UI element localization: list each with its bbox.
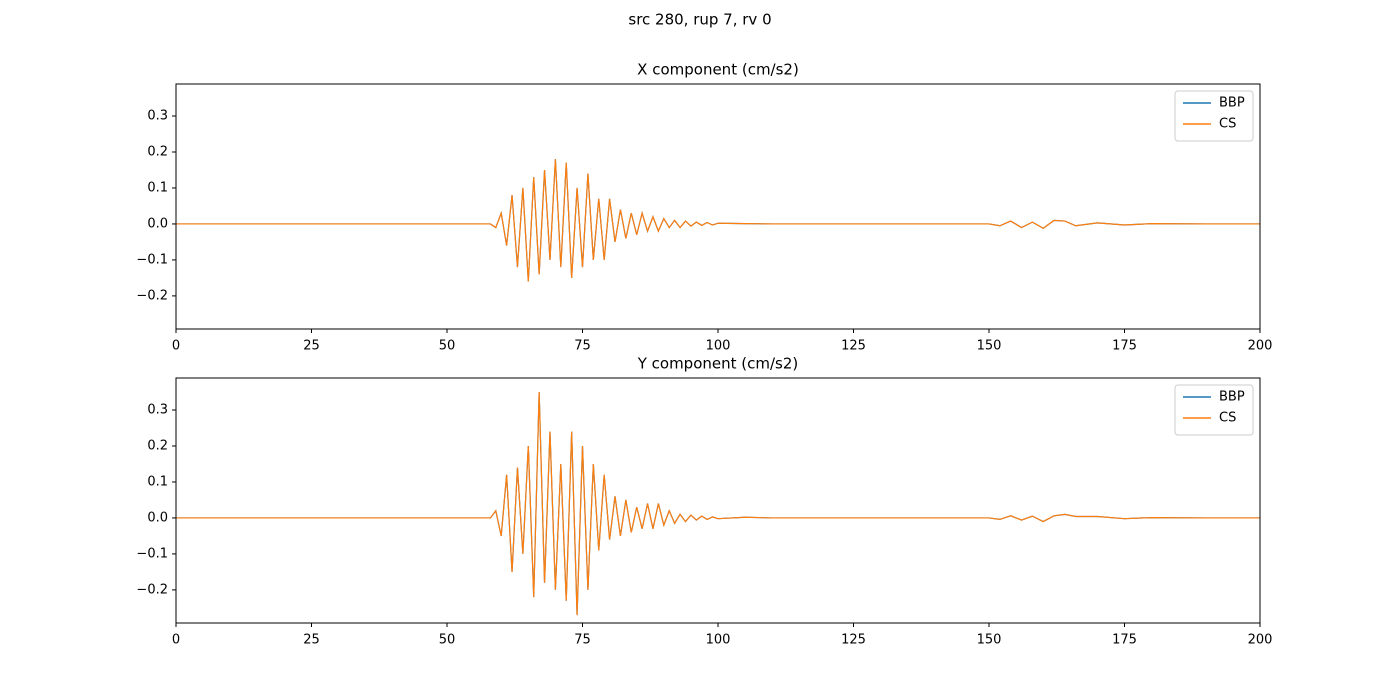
plot-area	[176, 159, 1260, 282]
x-tick-label: 175	[1112, 339, 1137, 354]
series-line	[176, 392, 1260, 616]
x-tick-label: 150	[977, 633, 1002, 648]
x-tick-label: 75	[574, 339, 591, 354]
axes-title: X component (cm/s2)	[637, 61, 799, 79]
y-tick-label: 0.2	[147, 438, 168, 453]
series-line	[176, 159, 1260, 282]
x-tick-label: 50	[439, 633, 456, 648]
y-tick-label: 0.3	[147, 109, 168, 124]
x-tick-label: 25	[303, 633, 320, 648]
x-tick-label: 125	[841, 633, 866, 648]
x-tick-label: 125	[841, 339, 866, 354]
legend-label: BBP	[1219, 96, 1245, 111]
figure-title: src 280, rup 7, rv 0	[628, 11, 771, 29]
x-tick-label: 50	[439, 339, 456, 354]
x-tick-label: 200	[1248, 633, 1273, 648]
y-tick-label: 0.1	[147, 180, 168, 195]
x-tick-label: 0	[172, 633, 180, 648]
x-tick-label: 200	[1248, 339, 1273, 354]
legend-label: CS	[1219, 117, 1236, 132]
y-tick-label: 0.1	[147, 474, 168, 489]
y-tick-label: −0.1	[136, 546, 168, 561]
x-tick-label: 175	[1112, 633, 1137, 648]
x-tick-label: 25	[303, 339, 320, 354]
y-tick-label: 0.2	[147, 144, 168, 159]
y-tick-label: −0.2	[136, 288, 168, 303]
legend-label: BBP	[1219, 390, 1245, 405]
y-tick-label: 0.3	[147, 403, 168, 418]
x-tick-label: 100	[706, 339, 731, 354]
legend-label: CS	[1219, 411, 1236, 426]
axes-title: Y component (cm/s2)	[637, 355, 799, 373]
y-tick-label: 0.0	[147, 216, 168, 231]
x-tick-label: 150	[977, 339, 1002, 354]
plot-area	[176, 392, 1260, 616]
y-tick-label: −0.1	[136, 252, 168, 267]
y-tick-label: −0.2	[136, 582, 168, 597]
x-tick-label: 0	[172, 339, 180, 354]
y-tick-label: 0.0	[147, 510, 168, 525]
x-tick-label: 100	[706, 633, 731, 648]
x-tick-label: 75	[574, 633, 591, 648]
